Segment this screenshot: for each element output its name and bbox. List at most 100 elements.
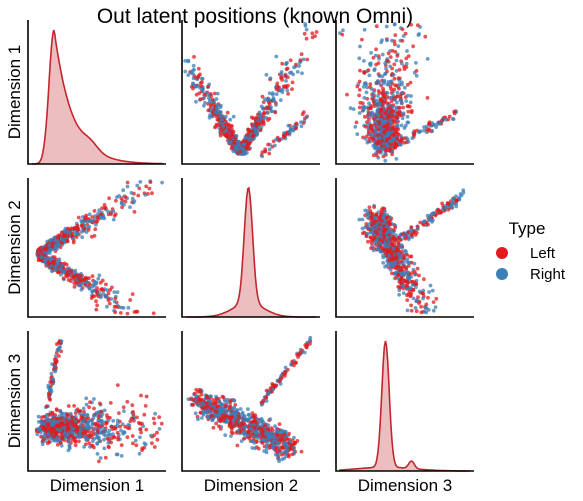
- point-right: [258, 112, 263, 117]
- point-right: [273, 143, 277, 148]
- point-left: [94, 307, 99, 312]
- point-left: [157, 415, 162, 420]
- point-left: [447, 114, 452, 119]
- point-left: [357, 105, 362, 110]
- point-left: [294, 62, 298, 67]
- point-right: [103, 433, 108, 438]
- point-right: [90, 289, 95, 294]
- point-right: [57, 257, 62, 262]
- point-right: [377, 74, 382, 78]
- point-left: [285, 75, 290, 80]
- point-right: [394, 107, 399, 112]
- point-right: [252, 126, 257, 131]
- point-right: [363, 81, 368, 85]
- point-right: [297, 64, 301, 68]
- point-left: [110, 285, 114, 290]
- point-right: [365, 85, 370, 90]
- point-right: [95, 452, 100, 456]
- point-right: [99, 414, 104, 419]
- point-right: [125, 184, 130, 189]
- point-left: [260, 94, 265, 99]
- point-left: [434, 296, 439, 301]
- point-left: [394, 254, 399, 259]
- point-right: [217, 399, 222, 404]
- point-right: [417, 129, 422, 134]
- point-left: [376, 61, 381, 65]
- point-left: [388, 110, 393, 115]
- point-right: [375, 98, 380, 103]
- point-right: [366, 225, 370, 230]
- point-right: [86, 437, 90, 441]
- point-right: [303, 24, 308, 28]
- point-right: [183, 59, 188, 63]
- point-right: [142, 441, 147, 446]
- point-left: [125, 399, 130, 404]
- point-left: [357, 93, 361, 98]
- point-right: [304, 115, 309, 120]
- point-right: [269, 105, 273, 110]
- point-left: [425, 96, 430, 100]
- point-right: [301, 57, 306, 62]
- point-right: [68, 411, 73, 416]
- point-left: [409, 291, 414, 296]
- point-left: [130, 292, 135, 296]
- point-right: [394, 157, 399, 161]
- point-right: [422, 128, 426, 133]
- point-left: [405, 82, 410, 87]
- point-right: [362, 59, 366, 63]
- point-left: [379, 219, 384, 223]
- point-left: [100, 287, 104, 291]
- point-right: [56, 243, 60, 248]
- point-right: [390, 38, 394, 43]
- point-left: [144, 394, 149, 399]
- scatter-panel-1-2: [181, 20, 320, 165]
- point-right: [401, 111, 406, 116]
- point-right: [261, 107, 265, 111]
- point-right: [396, 44, 401, 48]
- point-right: [80, 419, 85, 424]
- point-right: [267, 91, 272, 96]
- point-left: [155, 430, 159, 435]
- point-left: [48, 398, 52, 402]
- point-left: [385, 95, 390, 99]
- point-right: [389, 139, 393, 144]
- point-right: [425, 57, 430, 61]
- point-left: [53, 416, 58, 421]
- point-right: [384, 66, 388, 71]
- point-right: [405, 257, 410, 262]
- point-left: [399, 249, 404, 254]
- point-right: [274, 54, 279, 59]
- point-right: [391, 73, 396, 77]
- point-left: [121, 405, 126, 410]
- point-left: [144, 184, 149, 189]
- point-left: [310, 31, 315, 36]
- point-right: [395, 90, 400, 95]
- point-left: [421, 291, 425, 296]
- point-left: [399, 276, 404, 281]
- point-left: [301, 110, 306, 115]
- point-left: [419, 304, 423, 309]
- scatter-panel-3-1: [27, 331, 166, 472]
- point-right: [405, 114, 410, 119]
- point-left: [138, 427, 143, 432]
- point-right: [247, 138, 252, 142]
- point-left: [95, 303, 99, 308]
- point-left: [77, 439, 81, 444]
- point-left: [123, 199, 128, 204]
- point-left: [365, 96, 370, 101]
- point-left: [105, 415, 110, 420]
- point-left: [366, 239, 370, 244]
- point-right: [82, 445, 86, 449]
- point-left: [90, 294, 95, 299]
- point-left: [365, 120, 369, 124]
- point-left: [399, 137, 404, 142]
- point-right: [436, 122, 440, 126]
- point-left: [229, 146, 234, 151]
- point-right: [135, 183, 140, 188]
- point-left: [409, 232, 414, 237]
- point-left: [140, 448, 145, 452]
- point-right: [46, 432, 51, 437]
- point-right: [422, 219, 427, 224]
- point-left: [74, 280, 79, 285]
- point-right: [362, 96, 367, 100]
